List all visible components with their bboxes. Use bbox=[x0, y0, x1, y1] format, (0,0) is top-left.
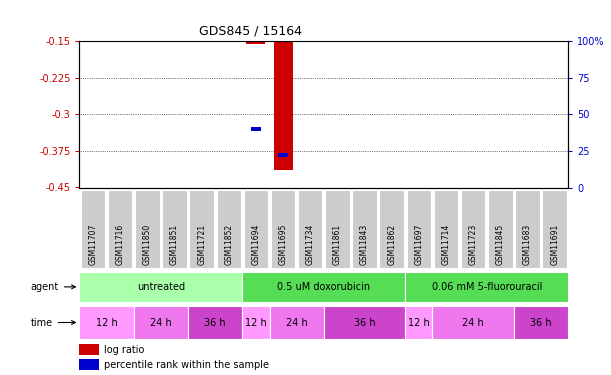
Text: GSM11714: GSM11714 bbox=[442, 224, 450, 265]
Text: GSM11694: GSM11694 bbox=[252, 224, 260, 265]
Text: untreated: untreated bbox=[137, 282, 185, 292]
Bar bbox=[325, 190, 349, 267]
Text: GSM11707: GSM11707 bbox=[89, 224, 98, 265]
Bar bbox=[134, 306, 188, 339]
Text: log ratio: log ratio bbox=[104, 345, 144, 355]
Text: GSM11734: GSM11734 bbox=[306, 224, 315, 265]
Text: 24 h: 24 h bbox=[286, 318, 307, 327]
Text: GSM11723: GSM11723 bbox=[469, 224, 478, 265]
Bar bbox=[279, 153, 288, 157]
Bar bbox=[79, 272, 243, 302]
Bar bbox=[514, 306, 568, 339]
Bar bbox=[188, 306, 243, 339]
Bar bbox=[79, 306, 134, 339]
Text: time: time bbox=[31, 318, 75, 327]
Bar bbox=[216, 190, 241, 267]
Bar bbox=[407, 190, 431, 267]
Bar bbox=[274, 41, 293, 170]
Bar bbox=[353, 190, 377, 267]
Text: agent: agent bbox=[31, 282, 75, 292]
Bar bbox=[405, 306, 433, 339]
Text: GSM11861: GSM11861 bbox=[333, 224, 342, 265]
Text: GSM11683: GSM11683 bbox=[523, 224, 532, 265]
Bar bbox=[163, 190, 187, 267]
Text: GSM11845: GSM11845 bbox=[496, 224, 505, 265]
Bar bbox=[79, 359, 99, 370]
Bar bbox=[189, 190, 214, 267]
Bar bbox=[461, 190, 485, 267]
Bar bbox=[244, 190, 268, 267]
Bar bbox=[543, 190, 567, 267]
Bar bbox=[433, 306, 514, 339]
Text: 12 h: 12 h bbox=[408, 318, 430, 327]
Text: 36 h: 36 h bbox=[354, 318, 375, 327]
Bar bbox=[269, 306, 324, 339]
Text: GDS845 / 15164: GDS845 / 15164 bbox=[199, 24, 302, 38]
Text: GSM11697: GSM11697 bbox=[414, 224, 423, 265]
Text: 0.06 mM 5-fluorouracil: 0.06 mM 5-fluorouracil bbox=[431, 282, 542, 292]
Bar bbox=[434, 190, 458, 267]
Bar bbox=[79, 344, 99, 355]
Text: 36 h: 36 h bbox=[530, 318, 552, 327]
Text: GSM11721: GSM11721 bbox=[197, 224, 206, 265]
Bar bbox=[108, 190, 133, 267]
Text: 0.5 uM doxorubicin: 0.5 uM doxorubicin bbox=[277, 282, 370, 292]
Bar bbox=[324, 306, 405, 339]
Text: GSM11695: GSM11695 bbox=[279, 224, 288, 265]
Text: GSM11691: GSM11691 bbox=[550, 224, 559, 265]
Text: percentile rank within the sample: percentile rank within the sample bbox=[104, 360, 269, 370]
Text: GSM11862: GSM11862 bbox=[387, 224, 396, 265]
Text: GSM11852: GSM11852 bbox=[224, 224, 233, 265]
Bar bbox=[243, 272, 405, 302]
Bar bbox=[246, 41, 265, 44]
Text: GSM11843: GSM11843 bbox=[360, 224, 369, 265]
Text: 24 h: 24 h bbox=[463, 318, 484, 327]
Text: 12 h: 12 h bbox=[96, 318, 117, 327]
Text: GSM11716: GSM11716 bbox=[115, 224, 125, 265]
Bar bbox=[271, 190, 295, 267]
Text: 24 h: 24 h bbox=[150, 318, 172, 327]
Text: 12 h: 12 h bbox=[245, 318, 267, 327]
Bar bbox=[243, 306, 269, 339]
Bar bbox=[405, 272, 568, 302]
Bar bbox=[515, 190, 540, 267]
Bar bbox=[298, 190, 323, 267]
Text: 36 h: 36 h bbox=[205, 318, 226, 327]
Bar bbox=[135, 190, 159, 267]
Bar bbox=[488, 190, 513, 267]
Bar bbox=[251, 127, 261, 131]
Bar bbox=[81, 190, 105, 267]
Text: GSM11851: GSM11851 bbox=[170, 224, 179, 265]
Text: GSM11850: GSM11850 bbox=[143, 224, 152, 265]
Bar bbox=[379, 190, 404, 267]
